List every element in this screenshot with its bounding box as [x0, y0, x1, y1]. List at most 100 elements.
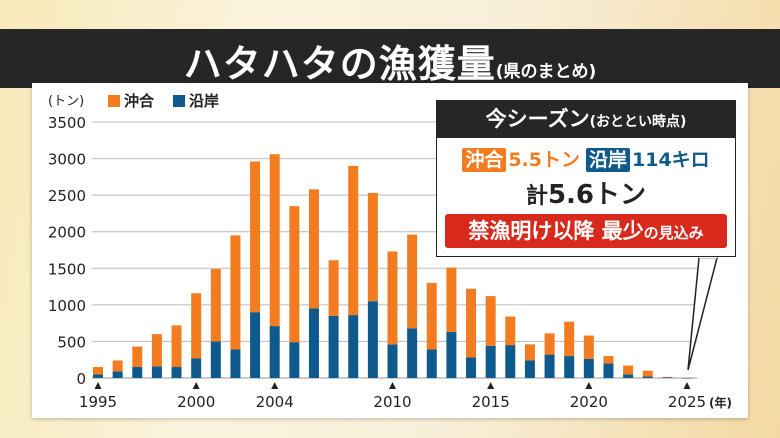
x-tick-label: 2020 [570, 393, 608, 411]
callout-body: 沖合 5.5トン 沿岸 114キロ 計5.6トン 禁漁明け以降 最少の見込み [436, 138, 736, 257]
bar-segment-1997-coastal [132, 367, 143, 378]
bar-segment-2018-coastal [544, 354, 555, 378]
bar-segment-2010-offshore [387, 251, 398, 345]
callout-header: 今シーズン(おととい時点) [436, 100, 736, 138]
bar-segment-2000-coastal [191, 358, 202, 378]
bar-segment-2005-coastal [289, 342, 300, 378]
x-tick-label: 2025 [668, 393, 706, 411]
bar-segment-2006-offshore [308, 189, 319, 309]
x-tick-label: 2010 [373, 393, 411, 411]
y-tick-label: 1500 [48, 260, 86, 278]
bar-segment-1998-coastal [151, 366, 162, 378]
bar-segment-1998-offshore [151, 334, 162, 367]
total-prefix: 計 [525, 184, 548, 209]
callout-title-note: (おととい時点) [589, 114, 687, 130]
bar-segment-2021-offshore [603, 356, 614, 364]
bar-segment-2006-coastal [308, 308, 319, 378]
x-tick-marker [585, 382, 593, 389]
coastal-value: 114キロ [632, 149, 710, 171]
bar-segment-2003-coastal [250, 312, 261, 378]
bar-segment-2007-coastal [328, 315, 339, 378]
x-tick-marker [94, 382, 102, 389]
total-value: 5.6トン [547, 180, 647, 210]
x-tick-label: 2015 [472, 393, 510, 411]
bar-segment-2003-offshore [250, 161, 261, 313]
y-tick-label: 2500 [48, 187, 86, 205]
x-axis-ticks: 1995 2000 2004 2010 2015 2020 2025 (年) [79, 382, 732, 411]
bar-segment-2017-coastal [524, 360, 535, 378]
bar-segment-2025-coastal [682, 377, 692, 379]
y-tick-label: 3000 [48, 151, 86, 169]
bar-segment-2022-offshore [623, 365, 634, 375]
bar-segment-2004-coastal [269, 326, 280, 378]
legend-label-coastal: 沿岸 [189, 92, 219, 110]
bar-segment-1995-offshore [93, 367, 103, 375]
legend-swatch-offshore [108, 95, 120, 107]
x-tick-marker [487, 382, 495, 389]
bar-segment-2023-coastal [642, 376, 653, 378]
bar-segment-2019-coastal [564, 356, 575, 378]
bar-segment-2016-coastal [505, 345, 516, 378]
y-axis-ticks: 0 500 1000 1500 2000 2500 3000 3500 [48, 114, 86, 388]
offshore-tag: 沖合 [462, 148, 507, 172]
bar-segment-2002-coastal [230, 349, 241, 378]
y-tick-label: 1000 [48, 297, 86, 315]
callout-title: 今シーズン [485, 107, 590, 131]
bar-segment-2009-coastal [367, 301, 378, 378]
alert-suffix: の見込み [643, 224, 704, 242]
bar-segment-2001-offshore [210, 269, 221, 342]
x-tick-marker [389, 382, 396, 389]
page-title: ハタハタの漁獲量 [183, 42, 496, 86]
bar-segment-2024-coastal [662, 377, 673, 378]
bar-segment-2008-offshore [348, 165, 359, 316]
bar-segment-2024-offshore [662, 376, 673, 378]
coastal-tag: 沿岸 [586, 148, 631, 172]
x-tick-marker [271, 382, 279, 389]
bar-segment-2023-offshore [642, 370, 653, 377]
bar-segment-2012-offshore [426, 282, 437, 350]
x-tick-label: 2004 [256, 393, 294, 411]
bar-segment-2013-offshore [446, 267, 457, 332]
bar-segment-2019-offshore [564, 321, 575, 357]
bar-segment-2000-offshore [191, 293, 202, 359]
bar-segment-2005-offshore [289, 206, 300, 343]
bar-segment-2007-offshore [328, 260, 339, 316]
bar-segment-1997-offshore [132, 346, 143, 368]
x-axis-unit: (年) [709, 395, 732, 410]
y-tick-label: 3500 [48, 114, 86, 132]
bar-segment-2013-coastal [446, 331, 457, 378]
legend-swatch-coastal [173, 95, 185, 107]
page-subtitle: (県のまとめ) [495, 62, 597, 82]
bar-segment-2021-coastal [603, 363, 614, 378]
bar-segment-2020-offshore [583, 335, 594, 359]
bar-segment-2008-coastal [348, 315, 359, 378]
bar-chart: 0 500 1000 1500 2000 2500 3000 3500 1995 2000 200… [48, 92, 732, 411]
alert-main: 禁漁明け以降 最少 [468, 219, 644, 243]
bar-segment-1999-coastal [171, 367, 182, 378]
bar-segment-2001-coastal [210, 341, 221, 378]
bar-segment-2020-coastal [583, 358, 594, 378]
x-tick-label: 1995 [79, 393, 117, 411]
bar-segment-1995-coastal [93, 374, 103, 378]
bar-segment-2004-offshore [269, 154, 280, 327]
bar-segment-2011-offshore [407, 234, 418, 329]
bar-segment-2014-offshore [466, 288, 477, 358]
alert-banner: 禁漁明け以降 最少の見込み [445, 214, 727, 248]
x-tick-marker [192, 382, 200, 389]
bar-segment-2015-offshore [485, 296, 496, 346]
bar-segment-2011-coastal [407, 328, 418, 378]
season-callout: 今シーズン(おととい時点) 沖合 5.5トン 沿岸 114キロ 計5.6トン 禁漁明け… [436, 100, 736, 258]
bars [93, 154, 692, 379]
y-tick-label: 2000 [48, 224, 86, 242]
bar-segment-2022-coastal [623, 374, 634, 378]
bar-segment-2015-coastal [485, 345, 496, 378]
x-tick-marker [683, 382, 691, 389]
bar-segment-1999-offshore [171, 325, 182, 368]
bar-segment-2018-offshore [544, 333, 555, 355]
y-axis-unit: (トン) [48, 94, 84, 109]
offshore-value: 5.5トン [508, 149, 580, 171]
bar-segment-2025-offshore [682, 377, 692, 379]
bar-segment-1996-offshore [112, 360, 123, 372]
bar-segment-1996-coastal [112, 371, 123, 378]
x-tick-label: 2000 [177, 393, 215, 411]
